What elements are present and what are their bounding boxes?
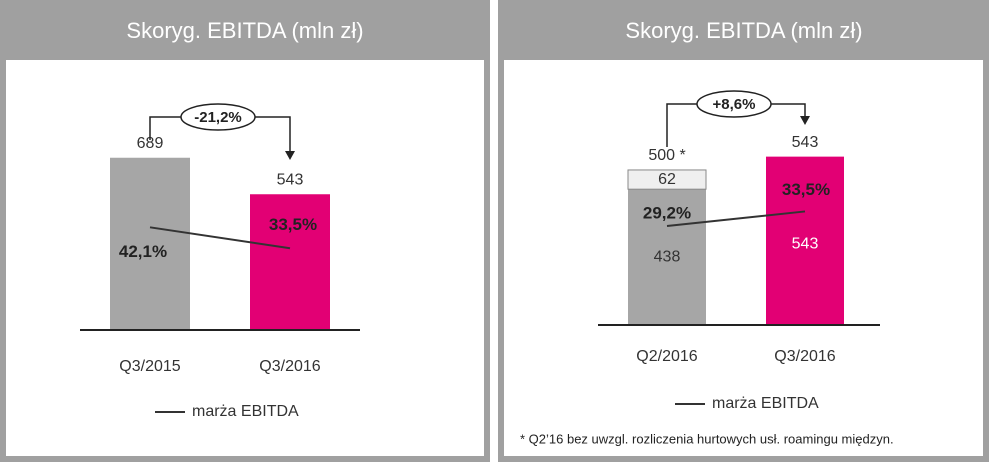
x-tick-label: Q2/2016: [636, 348, 697, 365]
footnote: * Q2’16 bez uwzgl. rozliczenia hurtowych…: [520, 431, 894, 446]
segment-label: 438: [654, 248, 681, 265]
margin-label: 33,5%: [269, 215, 317, 234]
bar: [110, 157, 190, 330]
segment-label: 62: [658, 171, 676, 188]
bar: [627, 169, 707, 190]
legend-label: marża EBITDA: [192, 403, 299, 420]
x-tick-label: Q3/2016: [259, 358, 320, 375]
x-tick-label: Q3/2015: [119, 358, 180, 375]
value-label: 689: [137, 135, 164, 152]
change-oval: [696, 90, 772, 118]
x-tick-label: Q3/2016: [774, 348, 835, 365]
total-label: 500 *: [648, 147, 685, 164]
margin-label: 33,5%: [782, 180, 830, 199]
margin-label: 29,2%: [643, 204, 691, 223]
chart-title: Skoryg. EBITDA (mln zł): [625, 18, 862, 43]
panel-body: [504, 60, 983, 456]
bar: [766, 156, 844, 325]
bar: [628, 189, 706, 325]
total-label: 543: [792, 134, 819, 151]
bar: [250, 194, 330, 330]
segment-label: 543: [792, 235, 819, 252]
margin-line: [149, 226, 291, 250]
change-arrow: [285, 151, 295, 160]
value-label: 543: [277, 171, 304, 188]
legend-label: marża EBITDA: [712, 395, 819, 412]
change-label: -21,2%: [194, 109, 242, 126]
change-label: +8,6%: [713, 96, 756, 113]
margin-label: 42,1%: [119, 242, 167, 261]
change-arrow: [800, 116, 810, 125]
chart-title: Skoryg. EBITDA (mln zł): [126, 18, 363, 43]
change-oval: [180, 103, 256, 131]
margin-line: [666, 210, 806, 228]
